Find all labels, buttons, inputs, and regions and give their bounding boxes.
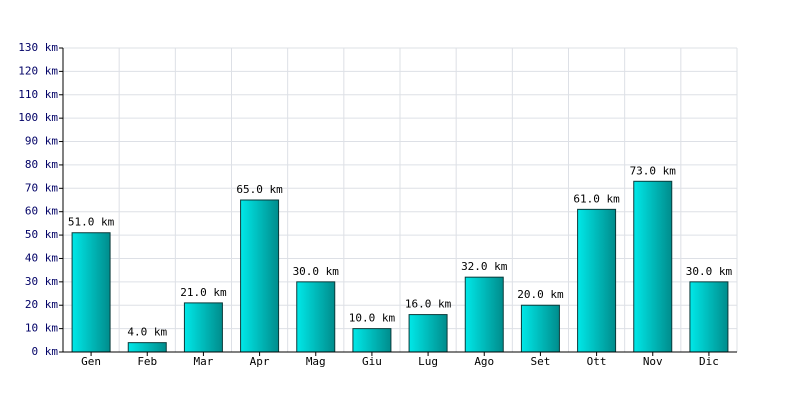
x-tick-label: Mar xyxy=(193,355,213,368)
x-tick-label: Apr xyxy=(250,355,270,368)
y-tick-label: 130 km xyxy=(18,41,58,54)
y-tick-label: 60 km xyxy=(25,205,58,218)
bar xyxy=(577,208,617,353)
y-tick-label: 80 km xyxy=(25,158,58,171)
y-tick-label: 50 km xyxy=(25,228,58,241)
bar xyxy=(464,276,504,353)
x-tick-label: Lug xyxy=(418,355,438,368)
y-tick-label: 70 km xyxy=(25,181,58,194)
value-label: 32.0 km xyxy=(461,260,508,273)
y-tick-label: 0 km xyxy=(32,345,59,358)
value-label: 30.0 km xyxy=(293,265,340,278)
value-label: 61.0 km xyxy=(573,192,620,205)
value-label: 21.0 km xyxy=(180,286,227,299)
y-tick-label: 120 km xyxy=(18,64,58,77)
x-tick-label: Mag xyxy=(306,355,326,368)
bar xyxy=(633,180,673,353)
y-tick-label: 40 km xyxy=(25,251,58,264)
y-tick-label: 20 km xyxy=(25,298,58,311)
y-tick-label: 100 km xyxy=(18,111,58,124)
bar xyxy=(689,281,729,353)
value-label: 10.0 km xyxy=(349,312,396,325)
x-tick-label: Gen xyxy=(81,355,101,368)
bar xyxy=(240,199,280,353)
bar xyxy=(71,232,111,353)
x-tick-label: Ott xyxy=(587,355,607,368)
y-tick-label: 30 km xyxy=(25,275,58,288)
value-label: 4.0 km xyxy=(127,326,167,339)
bar xyxy=(296,281,336,353)
y-tick-label: 10 km xyxy=(25,322,58,335)
x-tick-label: Nov xyxy=(643,355,663,368)
value-label: 73.0 km xyxy=(630,164,677,177)
bar xyxy=(520,304,560,353)
value-label: 20.0 km xyxy=(517,288,564,301)
x-tick-label: Dic xyxy=(699,355,719,368)
bar xyxy=(183,302,223,353)
bar xyxy=(408,314,448,353)
value-label: 65.0 km xyxy=(236,183,283,196)
bar xyxy=(352,328,392,353)
x-tick-label: Ago xyxy=(474,355,494,368)
value-label: 16.0 km xyxy=(405,298,452,311)
x-tick-label: Set xyxy=(530,355,550,368)
x-tick-label: Giu xyxy=(362,355,382,368)
y-tick-label: 110 km xyxy=(18,88,58,101)
bar xyxy=(127,342,167,353)
value-label: 51.0 km xyxy=(68,216,115,229)
y-tick-label: 90 km xyxy=(25,135,58,148)
value-label: 30.0 km xyxy=(686,265,733,278)
x-tick-label: Feb xyxy=(137,355,157,368)
